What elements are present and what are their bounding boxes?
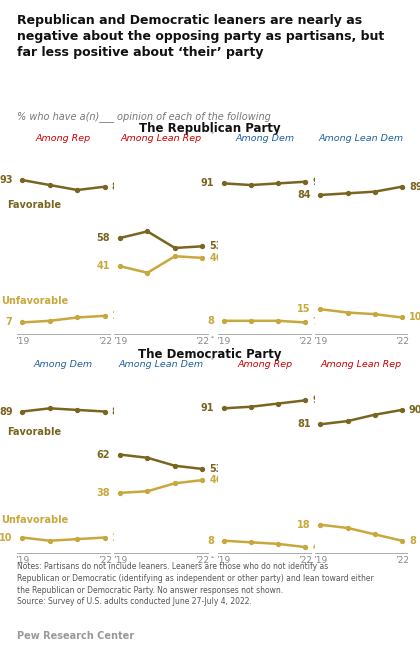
Text: Among Lean Dem: Among Lean Dem — [319, 134, 404, 143]
Text: 8: 8 — [207, 316, 214, 326]
Text: 53: 53 — [209, 464, 223, 474]
Text: 46: 46 — [209, 253, 223, 263]
Text: Unfavorable: Unfavorable — [1, 296, 68, 306]
Text: 8: 8 — [207, 536, 214, 546]
Text: Among Lean Rep: Among Lean Rep — [320, 360, 402, 369]
Text: 11: 11 — [112, 311, 125, 321]
Text: Among Dem: Among Dem — [34, 360, 93, 369]
Text: Favorable: Favorable — [8, 200, 62, 210]
Text: 84: 84 — [297, 190, 311, 200]
Text: 4: 4 — [312, 542, 319, 552]
Text: 10: 10 — [409, 312, 420, 322]
Text: 15: 15 — [297, 304, 311, 314]
Text: Among Rep: Among Rep — [36, 134, 91, 143]
Text: Notes: Partisans do not include leaners. Leaners are those who do not identify a: Notes: Partisans do not include leaners.… — [17, 562, 373, 607]
Text: 8: 8 — [409, 536, 416, 546]
Text: Among Dem: Among Dem — [235, 134, 294, 143]
Text: 58: 58 — [97, 233, 110, 243]
Text: 89: 89 — [112, 181, 125, 192]
Text: Favorable: Favorable — [8, 428, 62, 438]
Text: 10: 10 — [112, 533, 125, 542]
Text: 89: 89 — [0, 407, 13, 417]
Text: 62: 62 — [97, 449, 110, 460]
Text: 41: 41 — [97, 261, 110, 271]
Text: The Republican Party: The Republican Party — [139, 122, 281, 135]
Text: Republican and Democratic leaners are nearly as
negative about the opposing part: Republican and Democratic leaners are ne… — [17, 14, 384, 60]
Text: 91: 91 — [201, 403, 214, 413]
Text: 90: 90 — [409, 405, 420, 415]
Text: 10: 10 — [0, 533, 13, 542]
Text: 89: 89 — [112, 407, 125, 417]
Text: % who have a(n)___ opinion of each of the following: % who have a(n)___ opinion of each of th… — [17, 111, 270, 122]
Text: 38: 38 — [97, 488, 110, 498]
Text: 81: 81 — [297, 419, 311, 429]
Text: 18: 18 — [297, 520, 311, 530]
Text: 46: 46 — [209, 475, 223, 485]
Text: Among Lean Rep: Among Lean Rep — [121, 134, 202, 143]
Text: 92: 92 — [312, 177, 326, 187]
Text: 53: 53 — [209, 241, 223, 252]
Text: Among Rep: Among Rep — [237, 360, 292, 369]
Text: Unfavorable: Unfavorable — [1, 515, 68, 525]
Text: 91: 91 — [201, 178, 214, 189]
Text: Pew Research Center: Pew Research Center — [17, 631, 134, 641]
Text: 89: 89 — [409, 181, 420, 192]
Text: 93: 93 — [0, 175, 13, 185]
Text: Among Lean Dem: Among Lean Dem — [118, 360, 204, 369]
Text: 7: 7 — [6, 318, 13, 328]
Text: The Democratic Party: The Democratic Party — [138, 348, 282, 361]
Text: 96: 96 — [312, 396, 326, 405]
Text: 7: 7 — [312, 318, 319, 328]
